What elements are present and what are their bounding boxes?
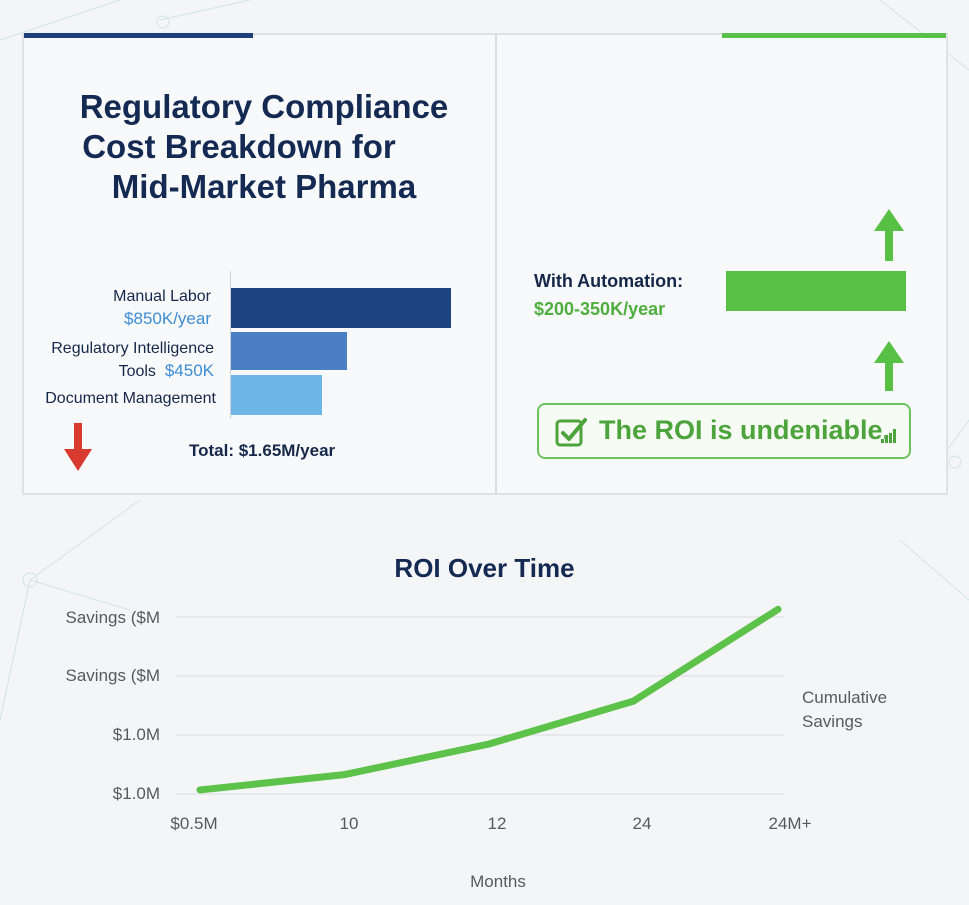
series-line-cumulative-savings (196, 605, 782, 794)
cost-label-document-management: Document Management (45, 390, 216, 407)
red-down-arrow-icon (64, 423, 92, 471)
x-axis-title: Months (470, 872, 526, 891)
chart-title: ROI Over Time (394, 553, 575, 583)
x-tick-label: 12 (487, 814, 507, 833)
title-line-1: Regulatory Compliance (79, 88, 449, 125)
x-tick-label: 24M+ (768, 814, 812, 833)
green-up-arrow-icon (874, 341, 904, 391)
legend-series-name: Cumulative Savings (802, 688, 888, 731)
x-tick-label: 10 (339, 814, 359, 833)
checkbox-icon (555, 418, 587, 447)
accent-bar-blue (24, 33, 253, 38)
x-tick-label: $0.5M (170, 814, 218, 833)
cost-bar-manual-labor (231, 288, 451, 328)
cost-bar-document-management (231, 375, 322, 415)
infographic-title: Regulatory Compliance Cost Breakdown for… (54, 87, 474, 207)
cost-label-manual-labor: Manual Labor $850K/year (113, 288, 211, 328)
total-cost: Total: $1.65M/year (189, 441, 336, 460)
automation-label: With Automation: $200-350K/year (534, 271, 684, 319)
title-line-2: Cost Breakdown for (82, 128, 396, 165)
roi-callout: The ROI is undeniable. (537, 403, 911, 459)
title-line-3: Mid-Market Pharma (111, 168, 417, 205)
infographic-card: Regulatory Compliance Cost Breakdown for… (22, 33, 948, 495)
cost-label-regulatory-tools: Regulatory Intelligence Tools $450K (51, 340, 214, 380)
accent-bar-green (722, 33, 946, 38)
green-up-arrow-icon (874, 209, 904, 261)
y-tick-label: Savings ($M (65, 666, 160, 685)
roi-message: The ROI is undeniable. (599, 415, 891, 445)
panel-divider (495, 35, 497, 493)
cost-bars-axis (230, 271, 231, 419)
y-tick-label: Savings ($M (65, 608, 160, 627)
y-tick-label: $1.0M (112, 725, 160, 744)
y-tick-label: $1.0M (112, 784, 160, 803)
cost-bar-regulatory-tools (231, 332, 347, 370)
x-tick-label: 24 (632, 814, 652, 833)
automation-bar (726, 271, 906, 311)
mini-bars-icon (881, 429, 896, 443)
